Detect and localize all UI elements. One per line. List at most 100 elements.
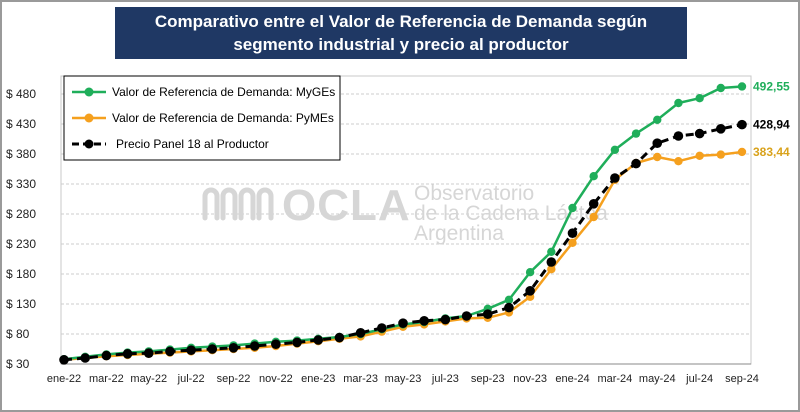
x-tick-label: mar-23 [343,373,378,385]
chart-title: Comparativo entre el Valor de Referencia… [115,7,687,59]
legend-label: Precio Panel 18 al Productor [116,137,269,151]
x-tick-label: ene-22 [47,373,81,385]
data-point-panel [186,345,196,356]
y-axis-ticks: $ 30 $ 80 $ 130 $ 180 $ 230 $ 280 $ 330 $ 380 $ … [6,87,36,371]
legend: Valor de Referencia de Demanda: MyGEs Val… [63,75,341,161]
x-tick-label: nov-23 [513,373,547,385]
data-point-panel [588,199,599,209]
y-tick-label: $ 480 [6,87,36,101]
data-point-panel [249,341,260,351]
data-point-panel [59,355,69,365]
ocla-watermark: OCLA Observatorio de la Cadena Láctea Ar… [202,181,608,245]
end-labels: 492,55 383,44 428,94 [753,79,790,158]
data-point-panel [737,119,747,130]
y-tick-label: $ 330 [6,177,36,191]
legend-box [63,75,341,161]
x-tick-label: sep-23 [471,373,505,385]
data-point-panel [334,332,345,343]
data-point-panel [80,353,90,363]
x-tick-label: mar-24 [597,373,632,385]
data-point-myges [504,295,514,304]
data-point-panel [716,124,726,134]
data-point-panel [377,323,387,333]
data-point-panel [143,348,154,359]
legend-label: Valor de Referencia de Demanda: PyMEs [112,111,334,125]
x-tick-label: may-23 [385,373,422,385]
x-tick-label: jul-22 [177,373,205,385]
data-point-myges [589,172,598,181]
data-point-panel [292,337,302,348]
data-point-panel [101,350,112,361]
data-point-pymes [589,212,598,222]
data-point-myges [674,98,683,108]
data-point-panel [440,314,451,325]
series-panel [59,119,747,365]
data-point-panel [631,158,641,169]
data-point-pymes [568,238,577,247]
x-tick-label: ene-23 [301,373,335,385]
data-point-panel [419,316,429,326]
x-tick-label: ene-24 [555,373,589,385]
end-label-pymes: 383,44 [753,145,790,159]
data-point-panel [165,346,175,357]
x-tick-label: may-24 [639,373,676,385]
data-point-myges [547,247,556,256]
data-point-myges [653,115,662,125]
y-tick-label: $ 430 [6,117,36,131]
data-point-panel [694,128,705,139]
data-point-myges [610,145,620,154]
data-point-panel [673,131,684,141]
x-tick-label: may-22 [130,373,167,385]
data-point-myges [568,203,577,213]
data-point-pymes [547,265,556,274]
data-point-myges [631,129,641,138]
data-point-pymes [695,151,704,160]
data-point-pymes [674,157,683,166]
data-point-panel [207,344,218,354]
data-point-panel [546,257,557,267]
legend-item-myges: Valor de Referencia de Demanda: MyGEs [72,85,335,99]
watermark-line1: Observatorio [414,182,534,205]
legend-swatch-marker [84,139,94,149]
data-point-pymes [716,150,726,159]
y-tick-label: $ 380 [6,147,36,161]
ocla-logo-icon [202,187,274,221]
series-group [59,82,747,365]
y-tick-label: $ 80 [6,327,30,341]
y-tick-label: $ 30 [6,357,30,371]
watermark-line3: Argentina [414,222,504,245]
data-point-panel [525,286,535,296]
legend-item-panel: Precio Panel 18 al Productor [72,137,269,151]
data-point-panel [504,302,514,313]
y-tick-label: $ 230 [6,237,36,251]
x-tick-label: sep-24 [725,373,759,385]
end-label-panel: 428,94 [753,118,790,132]
data-point-pymes [737,147,747,157]
y-tick-label: $ 180 [6,267,36,281]
x-tick-label: mar-22 [89,373,124,385]
data-point-myges [716,83,726,93]
data-point-myges [525,268,535,277]
legend-swatch-marker [84,113,94,123]
data-point-myges [737,82,747,91]
data-point-panel [461,311,472,321]
watermark-brand: OCLA [282,181,411,230]
end-label-myges: 492,55 [753,79,790,93]
data-point-panel [313,335,324,345]
watermark-line2: de la Cadena Láctea [414,202,608,225]
data-point-pymes [653,152,662,162]
data-point-panel [228,343,239,353]
data-point-panel [122,349,133,359]
legend-item-pymes: Valor de Referencia de Demanda: PyMEs [72,111,334,125]
legend-label: Valor de Referencia de Demanda: MyGEs [112,85,335,99]
data-point-panel [482,309,493,320]
y-tick-label: $ 280 [6,207,36,221]
x-tick-label: jul-23 [431,373,459,385]
x-tick-label: sep-22 [217,373,251,385]
data-point-panel [652,138,663,148]
legend-swatch-marker [84,87,94,97]
data-point-panel [610,173,620,183]
x-tick-label: jul-24 [685,373,713,385]
